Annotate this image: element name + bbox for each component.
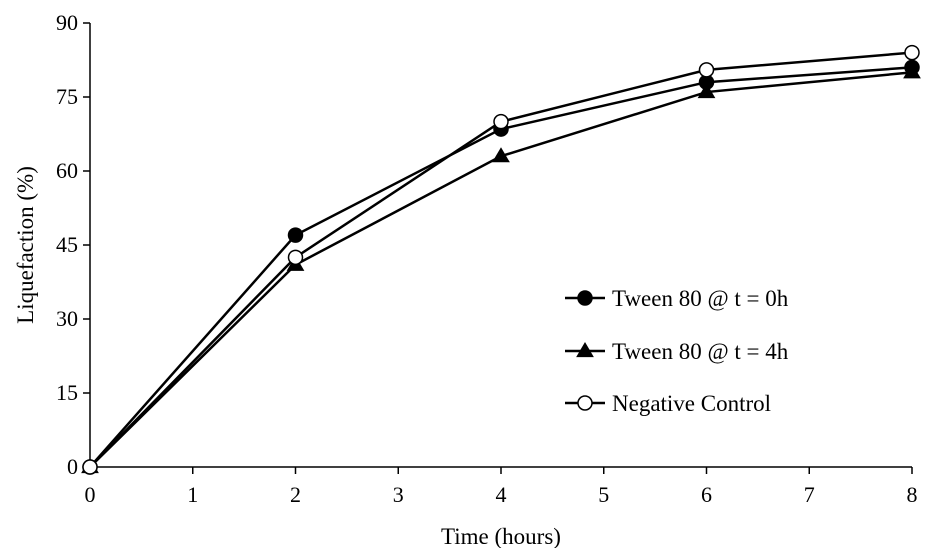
legend-item: Tween 80 @ t = 0h <box>565 286 789 311</box>
x-tick-label: 6 <box>701 482 712 507</box>
x-tick-label: 5 <box>598 482 609 507</box>
y-tick-label: 60 <box>56 158 78 183</box>
y-tick-label: 0 <box>67 454 78 479</box>
data-point <box>492 147 510 163</box>
legend: Tween 80 @ t = 0h Tween 80 @ t = 4h Negati… <box>565 286 789 416</box>
y-tick-label: 90 <box>56 10 78 35</box>
series-layer <box>81 44 921 475</box>
data-point <box>287 227 304 243</box>
data-point <box>904 44 920 61</box>
legend-marker <box>576 342 594 358</box>
y-tick-label: 30 <box>56 306 78 331</box>
series-3-markers <box>82 44 920 475</box>
legend-item: Tween 80 @ t = 4h <box>565 339 789 364</box>
x-tick-label: 0 <box>85 482 96 507</box>
data-point <box>82 459 98 475</box>
x-tick-label: 1 <box>187 482 198 507</box>
y-tick-label: 45 <box>56 232 78 257</box>
data-point <box>287 249 304 266</box>
legend-marker <box>577 290 593 306</box>
y-tick-label: 75 <box>56 84 78 109</box>
data-point <box>903 63 921 79</box>
data-point <box>697 83 716 99</box>
legend-marker <box>577 395 593 411</box>
x-tick-label: 8 <box>907 482 918 507</box>
y-axis-title: Liquefaction (%) <box>13 166 38 324</box>
data-point <box>698 62 715 78</box>
x-tick-label: 7 <box>804 482 815 507</box>
y-tick-label: 15 <box>56 380 78 405</box>
x-tick-label: 3 <box>393 482 404 507</box>
x-axis-title: Time (hours) <box>441 524 561 548</box>
legend-label: Negative Control <box>612 391 771 416</box>
x-tick-label: 4 <box>496 482 507 507</box>
legend-item: Negative Control <box>565 391 771 416</box>
legend-label: Tween 80 @ t = 4h <box>612 339 789 364</box>
x-tick-label: 2 <box>290 482 301 507</box>
legend-label: Tween 80 @ t = 0h <box>612 286 789 311</box>
data-point <box>493 113 509 130</box>
